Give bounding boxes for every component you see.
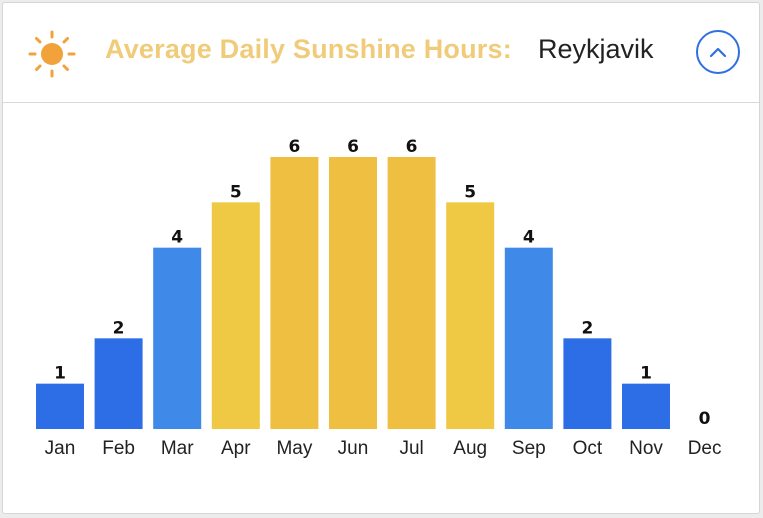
bar-value-label: 6: [288, 137, 300, 157]
x-tick-label: Jan: [45, 438, 76, 459]
collapse-button[interactable]: [696, 30, 740, 74]
chart-title: Average Daily Sunshine Hours:: [105, 34, 512, 64]
bar-nov: [622, 383, 670, 429]
bar-sep: [504, 247, 553, 429]
city-name: Reykjavik: [538, 34, 654, 64]
sunshine-bar-chart: 1 Jan 2 Feb 4 Mar 5 Apr 6 May 6 Jun 6 Jul 5 Aug 4 Sep 2 Oct…: [36, 137, 722, 459]
bar-value-label: 4: [523, 228, 535, 248]
x-tick-label: Apr: [221, 438, 251, 459]
bar-jan: [36, 383, 84, 429]
bar-oct: [563, 338, 612, 429]
x-tick-label: Oct: [573, 438, 603, 459]
x-tick-label: Sep: [512, 438, 546, 459]
bar-value-label: 2: [113, 318, 125, 338]
bar-apr: [211, 202, 260, 429]
x-tick-label: Nov: [629, 438, 663, 459]
bar-value-label: 6: [347, 137, 359, 157]
bar-value-label: 5: [230, 182, 242, 202]
bar-value-label: 1: [54, 364, 66, 384]
bar-feb: [94, 338, 143, 429]
sun-icon: [28, 30, 76, 78]
x-tick-label: Aug: [453, 438, 487, 459]
bar-jul: [387, 157, 436, 429]
x-tick-label: Jul: [399, 438, 423, 459]
bar-value-label: 2: [581, 318, 593, 338]
bar-aug: [446, 202, 495, 429]
x-tick-label: Dec: [688, 438, 722, 459]
bar-value-label: 6: [406, 137, 418, 157]
chevron-up-icon: [709, 47, 727, 58]
x-tick-label: Mar: [161, 438, 194, 459]
bar-may: [270, 157, 319, 429]
bar-value-label: 0: [699, 409, 711, 429]
bar-value-label: 4: [171, 228, 183, 248]
x-tick-label: Feb: [102, 438, 135, 459]
bar-jun: [329, 157, 377, 429]
card-header: Average Daily Sunshine Hours: Reykjavik: [3, 3, 759, 103]
bar-value-label: 5: [464, 182, 476, 202]
bar-value-label: 1: [640, 364, 652, 384]
x-tick-label: May: [276, 438, 312, 459]
x-tick-label: Jun: [338, 438, 369, 459]
bar-mar: [153, 247, 202, 429]
